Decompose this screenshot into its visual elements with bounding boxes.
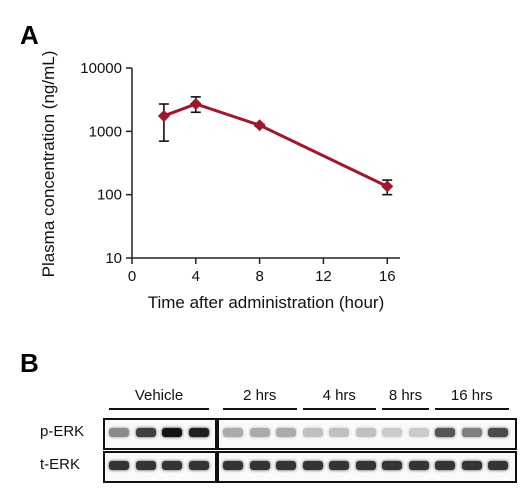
blot-band [302,428,323,437]
chart-marks [157,96,394,196]
chart-axes [131,68,400,259]
blot-band [276,461,297,470]
blot-band [488,461,509,470]
x-tick-label: 0 [128,268,136,285]
blot-group-label: 4 hrs [322,387,356,404]
x-tick-label: 8 [255,268,263,285]
blot-band [135,461,156,470]
blot-group-underline [223,408,297,410]
blot-band [329,461,350,470]
y-tick-label: 1000 [89,123,122,140]
blot-group-label: 8 hrs [388,387,423,404]
y-axis-label: Plasma concentration (ng/mL) [39,51,58,278]
data-point [157,109,170,122]
blot-band [408,461,429,470]
blot-band [408,428,429,437]
data-point [381,180,394,193]
blot-group-underline [435,408,509,410]
y-tick-label: 10000 [80,60,122,77]
blot-group-label: Vehicle [134,387,184,404]
blot-band [188,428,209,437]
blot-band [382,461,403,470]
blot-band [223,461,244,470]
blot-band [162,428,183,437]
blot-band [188,461,209,470]
x-tick-label: 4 [192,268,200,285]
blot-band [135,428,156,437]
blot-band [162,461,183,470]
blot-row-label: p-ERK [40,423,85,440]
chart-ticks: 0 4 8 12 16 10 100 1000 10000 [80,60,395,285]
x-tick-label: 16 [379,268,396,285]
blot-group-label: 16 hrs [450,387,493,404]
series-line [163,102,388,188]
blot-group-label: 2 hrs [243,387,277,404]
panel-label-a: A [20,20,39,50]
x-tick-label: 12 [315,268,332,285]
blot-band [355,428,376,437]
blot-row-label: t-ERK [40,456,81,473]
panel-label-b: B [20,348,39,378]
y-tick-label: 100 [97,187,122,204]
blot-band [461,428,482,437]
blot-band [355,461,376,470]
blot-band [329,428,350,437]
data-point [253,119,266,132]
blot-band [223,428,244,437]
blot-band [435,428,456,437]
data-point [189,98,202,111]
blot-band [488,428,509,437]
blot-group-underline [109,408,209,410]
blot-band [109,461,130,470]
blot-band [109,428,130,437]
blot-band [249,461,270,470]
blot-band [382,428,403,437]
pk-line-chart: 0 4 8 12 16 10 100 1000 10000 Time after adminis… [39,51,400,312]
blot-group-underline [382,408,429,410]
blot-band [461,461,482,470]
blot-band [302,461,323,470]
y-tick-label: 10 [105,250,122,267]
blot-band [435,461,456,470]
blot-band [276,428,297,437]
x-axis-label: Time after administration (hour) [148,293,385,312]
blot-group-underline [302,408,376,410]
blot-band [249,428,270,437]
